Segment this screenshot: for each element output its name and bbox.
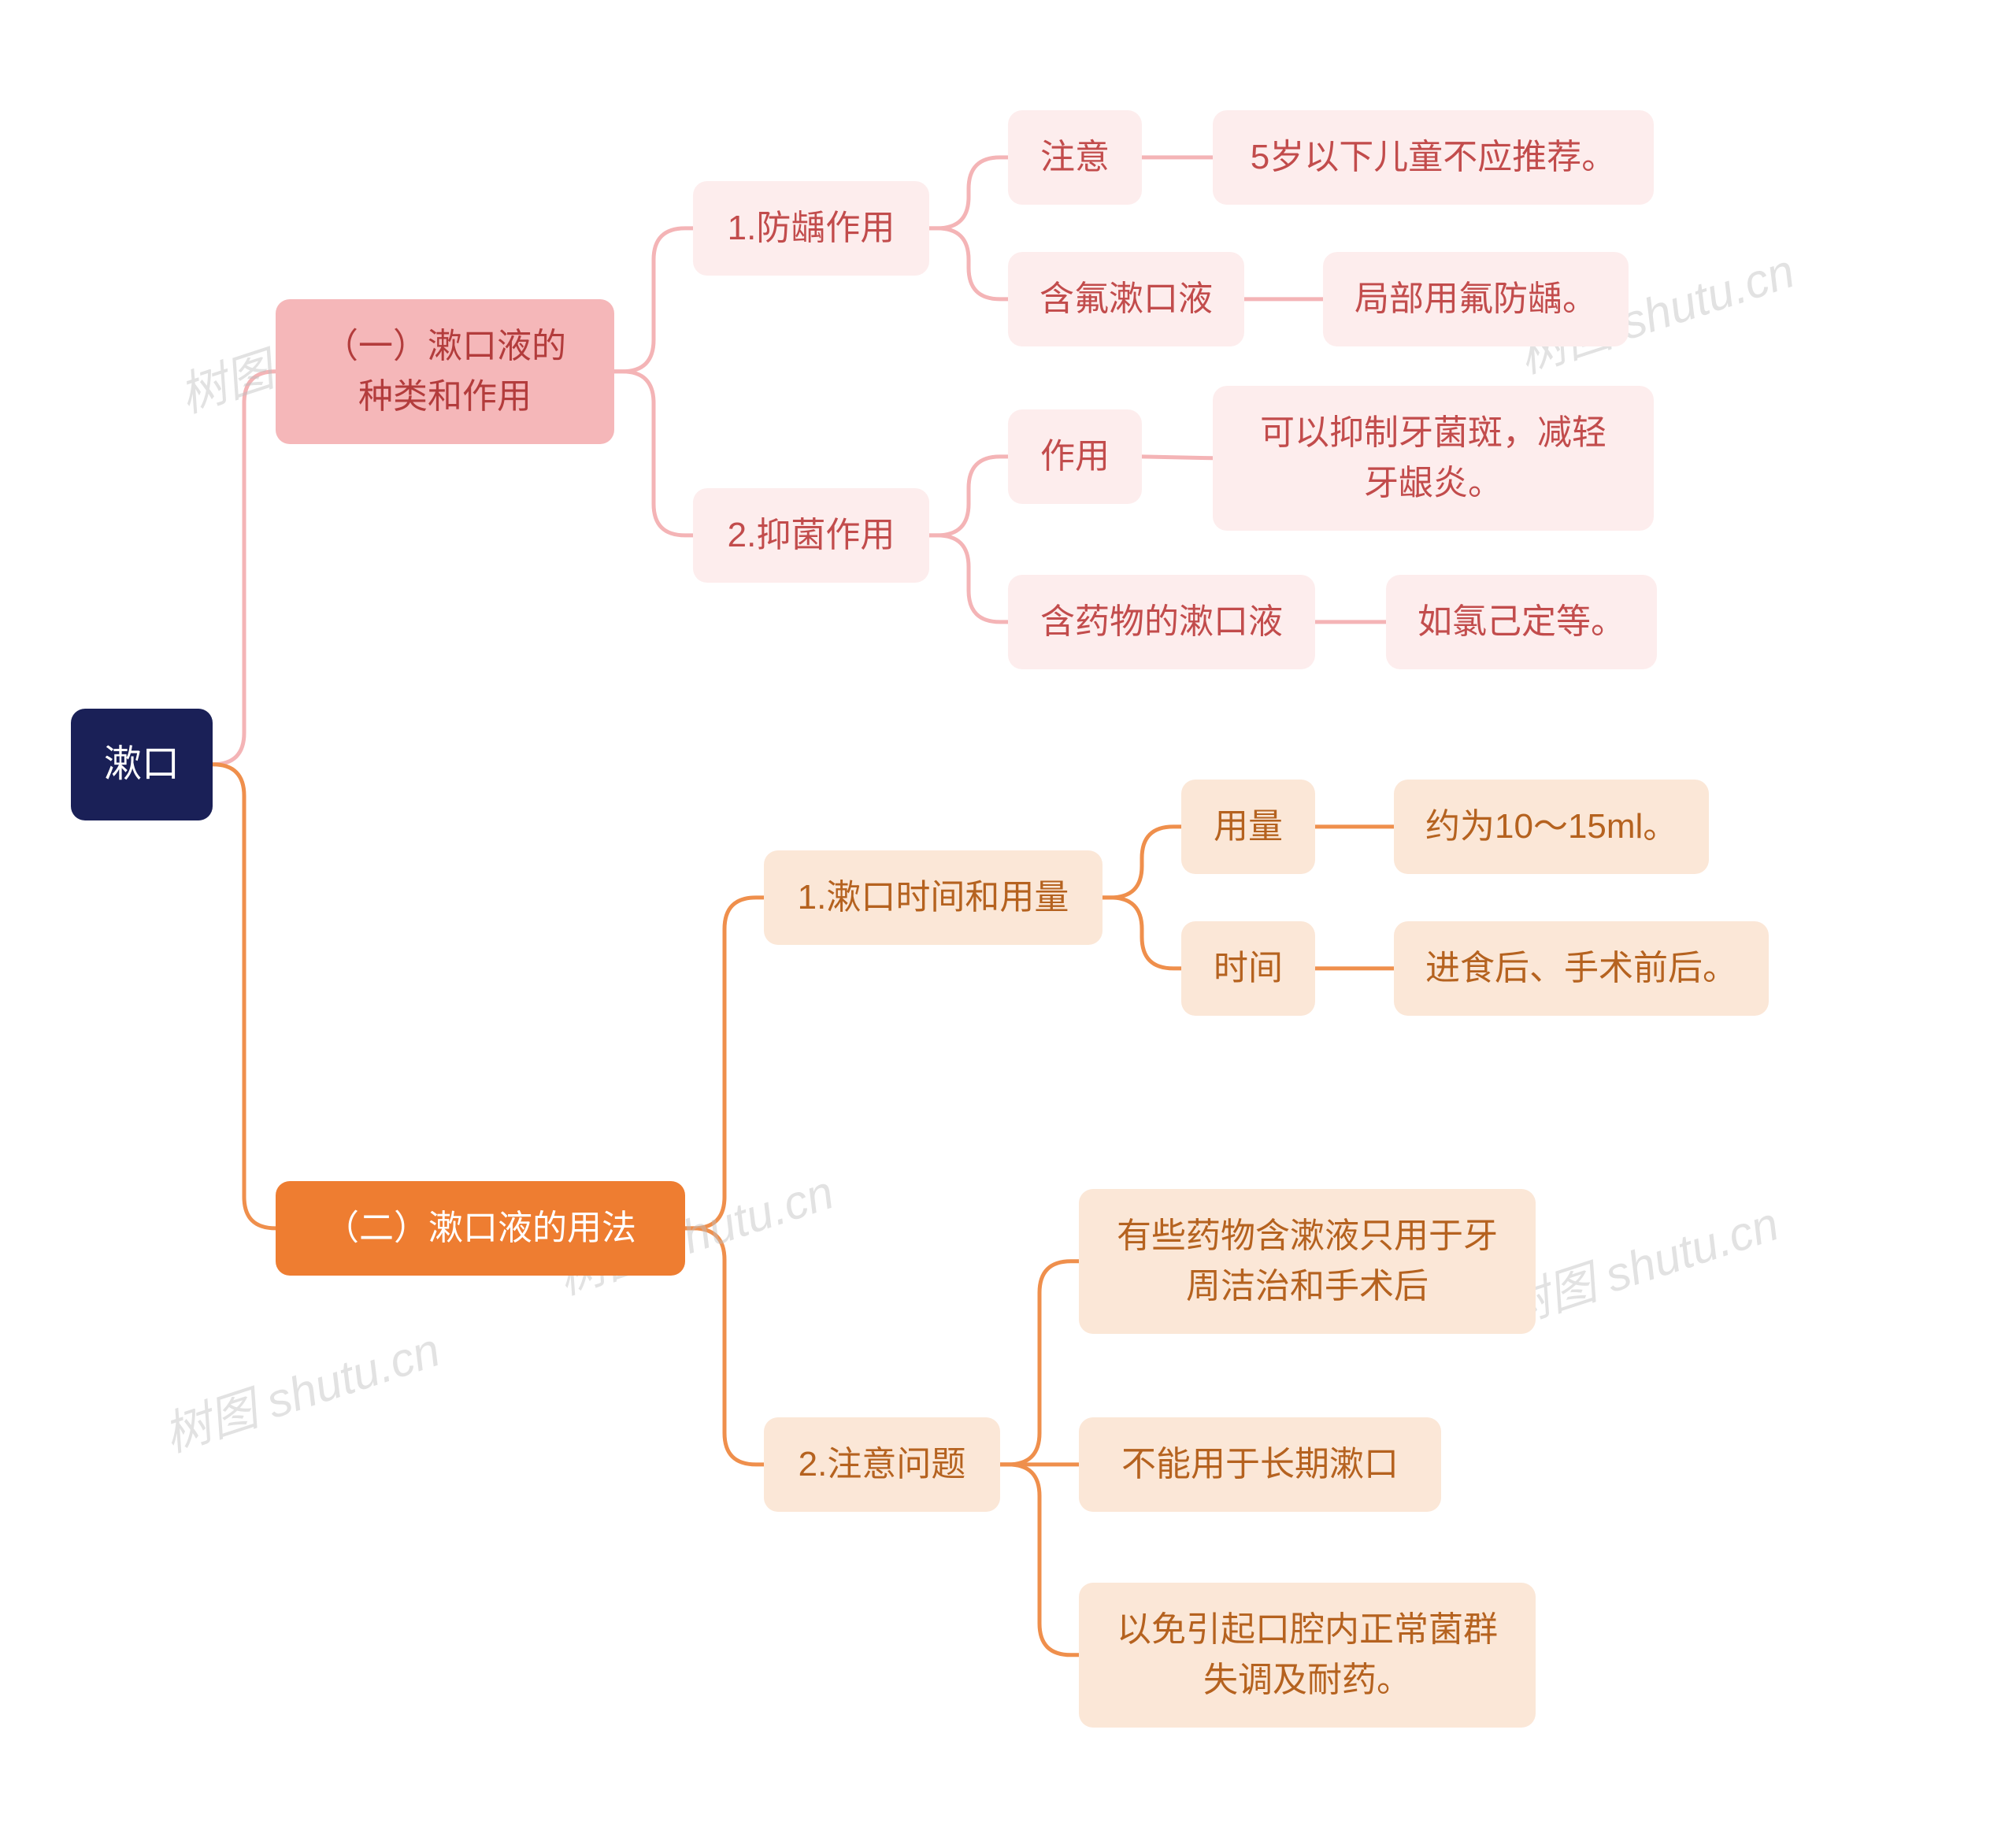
node-amount-detail: 约为10～15ml。	[1394, 780, 1709, 874]
node-precaution-1: 有些药物含漱液只用于牙周洁治和手术后	[1079, 1189, 1536, 1334]
node-time-detail: 进食后、手术前后。	[1394, 921, 1769, 1016]
node-precautions: 2.注意问题	[764, 1417, 1000, 1512]
node-medicated-detail: 如氯己定等。	[1386, 575, 1657, 669]
node-anticaries: 1.防龋作用	[693, 181, 929, 276]
node-precaution-2: 不能用于长期漱口	[1079, 1417, 1441, 1512]
watermark: 树图 shutu.cn	[154, 1312, 447, 1465]
node-medicated: 含药物的漱口液	[1008, 575, 1315, 669]
node-caution-detail: 5岁以下儿童不应推荐。	[1213, 110, 1654, 205]
node-caution: 注意	[1008, 110, 1142, 205]
node-antibacterial: 2.抑菌作用	[693, 488, 929, 583]
node-time-amount: 1.漱口时间和用量	[764, 850, 1102, 945]
node-effect: 作用	[1008, 409, 1142, 504]
node-time: 时间	[1181, 921, 1315, 1016]
node-fluoride-detail: 局部用氟防龋。	[1323, 252, 1629, 346]
node-effect-detail: 可以抑制牙菌斑，减轻牙龈炎。	[1213, 386, 1654, 531]
branch-node-usage: （二）漱口液的用法	[276, 1181, 685, 1276]
node-fluoride: 含氟漱口液	[1008, 252, 1244, 346]
root-node: 漱口	[71, 709, 213, 820]
node-precaution-3: 以免引起口腔内正常菌群失调及耐药。	[1079, 1583, 1536, 1728]
branch-node-types: （一）漱口液的种类和作用	[276, 299, 614, 444]
node-amount: 用量	[1181, 780, 1315, 874]
watermark: 树图 shutu.cn	[1492, 1186, 1786, 1339]
